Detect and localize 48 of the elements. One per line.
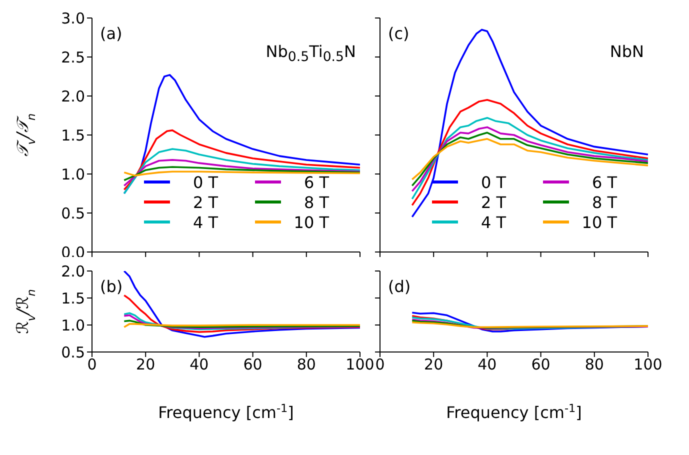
x-tick-label: 80 [584, 356, 604, 374]
x-tick-label: 40 [478, 356, 497, 374]
legend-label: 6 T [302, 172, 329, 192]
y-tick-label: 1.0 [61, 165, 85, 184]
legend-label: 6 T [590, 172, 617, 192]
y-tick-label: 0.5 [61, 343, 85, 362]
legend-label: 4 T [480, 212, 506, 232]
line-series [123, 148, 360, 194]
legend-label: 0 T [480, 172, 506, 192]
x-tick-label: 100 [346, 356, 374, 374]
legend-label: 2 T [192, 192, 218, 212]
x-tick-label: 100 [634, 356, 662, 374]
legend-label: 10 T [292, 212, 329, 232]
y-tick-label: 3.0 [61, 9, 85, 28]
y-tick-label: 1.5 [61, 289, 85, 308]
y-tick-label: 2.0 [61, 87, 85, 106]
y-tick-label: 0.5 [61, 204, 85, 222]
y-tick-label: 1.5 [61, 126, 85, 144]
x-tick-label: 40 [190, 356, 209, 374]
legend-label: 2 T [480, 192, 506, 212]
x-tick-label: 0 [375, 356, 385, 374]
legend-label: 8 T [590, 192, 617, 212]
x-tick-label: 60 [243, 356, 262, 374]
annotation: NbN [610, 42, 644, 61]
annotation: (c) [388, 24, 410, 43]
x-tick-label: 20 [424, 356, 444, 374]
line-series [123, 320, 360, 328]
x-tick-label: 0 [87, 356, 97, 374]
y-tick-label: 2.5 [61, 48, 85, 66]
legend-label: 8 T [302, 192, 329, 212]
annotation: (d) [388, 277, 411, 296]
x-tick-label: 20 [136, 356, 156, 374]
legend-label: 0 T [192, 172, 218, 192]
line-series [123, 271, 360, 338]
legend-label: 4 T [192, 212, 218, 232]
line-series [123, 129, 360, 190]
legend-label: 10 T [580, 212, 617, 232]
x-axis-title: Frequency [cm$^{-1}$] [158, 402, 294, 422]
line-series [123, 294, 360, 333]
annotation: (b) [100, 277, 123, 296]
x-tick-label: 60 [531, 356, 550, 374]
x-axis-title: Frequency [cm$^{-1}$] [446, 402, 582, 422]
y-tick-label: 1.0 [61, 316, 85, 334]
x-tick-label: 80 [296, 356, 316, 374]
line-series [123, 159, 360, 187]
annotation: Nb$_{0.5}$Ti$_{0.5}$N [266, 42, 356, 66]
y-tick-label: 2.0 [61, 262, 85, 280]
annotation: (a) [100, 24, 122, 43]
